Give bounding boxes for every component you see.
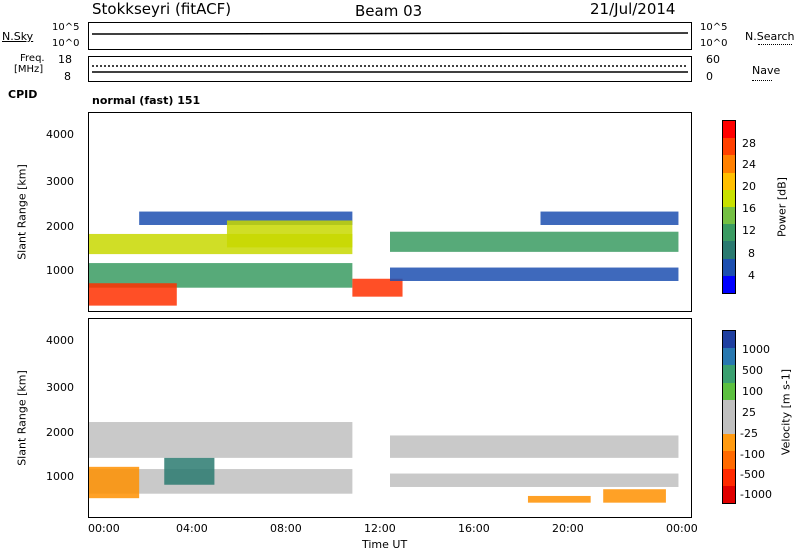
noise-left-label: N.Sky [2, 30, 34, 43]
power-cbar-segment [723, 258, 735, 277]
beam-title: Beam 03 [355, 2, 423, 20]
power-cbar-segment [723, 172, 735, 191]
velocity-ytick-1000: 1000 [46, 470, 74, 483]
velocity-cbar-segment [723, 485, 735, 504]
velocity-cbar-segment [723, 399, 735, 418]
power-cbar-tick-20: 20 [742, 180, 756, 193]
station-title: Stokkseyri (fitACF) [92, 0, 232, 18]
noise-sky-trace [91, 32, 689, 35]
power-cbar-segment [723, 207, 735, 225]
noise-right-tick-top: 10^5 [700, 22, 728, 33]
power-cbar-segment [723, 138, 735, 156]
noise-right-tick-bottom: 10^0 [700, 38, 728, 49]
freq-tick-bottom: 8 [64, 70, 71, 83]
velocity-cbar-segment [723, 382, 735, 401]
velocity-cbar-segment [723, 417, 735, 435]
velocity-cbar-segment [723, 331, 735, 349]
velocity-cbar-segment [723, 365, 735, 384]
velocity-ytick-4000: 4000 [46, 334, 74, 347]
velocity-cbar-tick-m500: -500 [740, 468, 765, 481]
power-band [390, 267, 679, 281]
velocity-band [164, 457, 215, 485]
xtick-2400: 00:00 [666, 522, 698, 535]
power-band [540, 211, 679, 225]
power-cbar-tick-8: 8 [748, 247, 755, 260]
noise-right-label: N.Search [745, 30, 795, 43]
power-panel-frame [88, 112, 692, 312]
xtick-1200: 12:00 [364, 522, 396, 535]
nave-label: Nave [752, 64, 781, 77]
nave-tick-top: 60 [706, 53, 720, 66]
power-band [89, 283, 177, 306]
power-cbar-segment [723, 155, 735, 174]
freq-tick-top: 18 [58, 53, 72, 66]
nave-dotted-key [752, 80, 772, 81]
cpid-label: CPID [8, 88, 38, 101]
power-band [352, 278, 403, 297]
nave-tick-bottom: 0 [706, 70, 713, 83]
power-ytick-3000: 3000 [46, 175, 74, 188]
date-title: 21/Jul/2014 [590, 0, 676, 18]
velocity-cbar-tick-100: 100 [742, 385, 763, 398]
velocity-colorbar [722, 330, 736, 504]
velocity-cbar-tick-m1000: -1000 [740, 488, 772, 501]
power-ytick-4000: 4000 [46, 128, 74, 141]
xtick-0000: 00:00 [88, 522, 120, 535]
xaxis-label: Time UT [362, 538, 408, 551]
power-cbar-tick-16: 16 [742, 202, 756, 215]
noise-panel-frame [88, 22, 692, 50]
power-cbar-tick-12: 12 [742, 224, 756, 237]
velocity-band [527, 495, 591, 503]
velocity-cbar-tick-500: 500 [742, 364, 763, 377]
power-cbar-segment [723, 275, 735, 294]
power-ytick-1000: 1000 [46, 264, 74, 277]
velocity-cbar-segment [723, 468, 735, 487]
freq-label: Freq. [20, 53, 45, 64]
freq-unit-label: [MHz] [14, 64, 44, 75]
velocity-band [390, 435, 679, 458]
power-band [226, 220, 353, 248]
velocity-band [89, 422, 353, 458]
power-cbar-segment [723, 241, 735, 260]
freq-panel-frame [88, 56, 692, 82]
velocity-cbar-tick-m25: -25 [740, 427, 758, 440]
velocity-ytick-2000: 2000 [46, 426, 74, 439]
xtick-2000: 20:00 [552, 522, 584, 535]
power-cbar-segment [723, 189, 735, 208]
velocity-cbar-segment [723, 434, 735, 452]
noise-left-tick-bottom: 10^0 [52, 38, 80, 49]
xtick-0400: 04:00 [176, 522, 208, 535]
noise-left-tick-top: 10^5 [52, 22, 80, 33]
velocity-band [89, 466, 140, 499]
power-cbar-tick-28: 28 [742, 137, 756, 150]
power-cbar-segment [723, 121, 735, 139]
velocity-cbar-segment [723, 348, 735, 366]
velocity-band [603, 489, 666, 503]
power-cbar-tick-4: 4 [748, 269, 755, 282]
velocity-band [390, 473, 679, 487]
velocity-cbar-segment [723, 451, 735, 470]
power-ytick-2000: 2000 [46, 220, 74, 233]
power-colorbar [722, 120, 736, 294]
velocity-cbar-tick-m100: -100 [740, 448, 765, 461]
power-cbar-segment [723, 224, 735, 242]
xtick-1600: 16:00 [458, 522, 490, 535]
power-band [390, 231, 679, 252]
velocity-ytick-3000: 3000 [46, 381, 74, 394]
velocity-panel-frame [88, 318, 692, 518]
velocity-cbar-tick-25: 25 [742, 406, 756, 419]
velocity-cbar-tick-1000: 1000 [742, 343, 770, 356]
power-cbar-tick-24: 24 [742, 158, 756, 171]
xtick-0800: 08:00 [270, 522, 302, 535]
noise-right-dotted-key [758, 44, 792, 45]
cpid-mode: normal (fast) 151 [92, 94, 201, 107]
